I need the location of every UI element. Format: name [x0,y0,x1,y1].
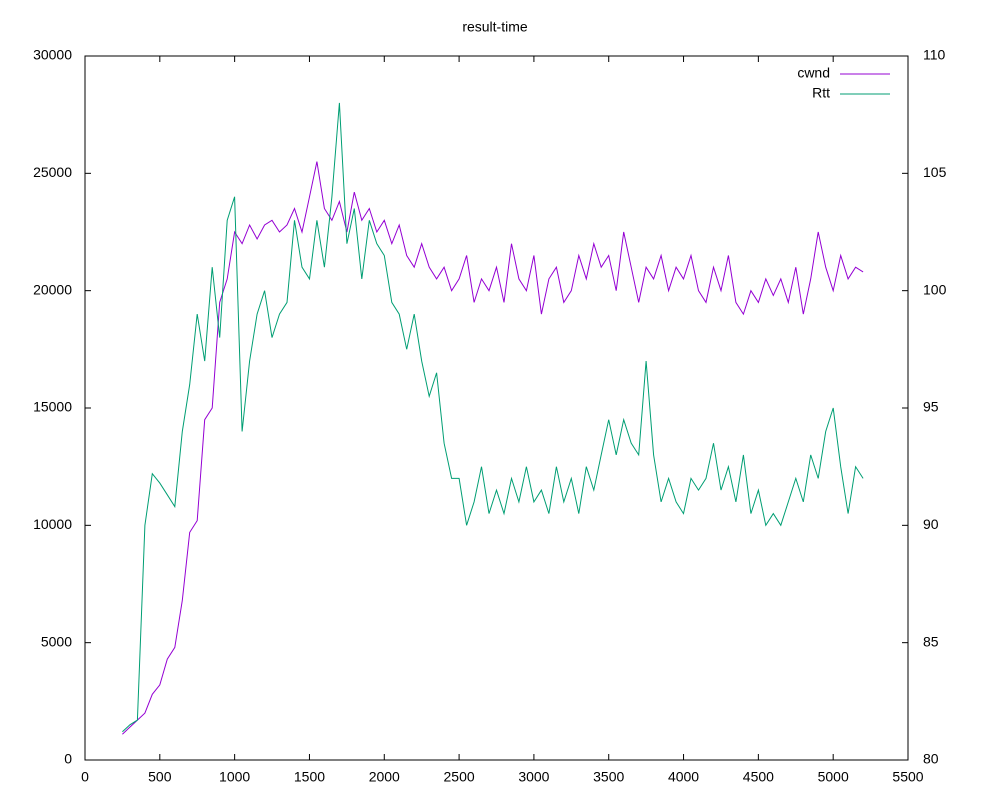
y2-tick-label: 80 [923,751,939,767]
series-line [122,161,864,735]
x-tick-label: 3000 [518,769,549,785]
series-line [122,102,864,733]
y2-tick-label: 95 [923,399,939,415]
x-tick-label: 4000 [668,769,699,785]
x-tick-label: 1000 [219,769,250,785]
y-tick-label: 15000 [33,399,72,415]
x-tick-label: 4500 [743,769,774,785]
y2-tick-label: 100 [923,281,947,297]
y-tick-label: 30000 [33,47,72,63]
x-tick-label: 2000 [369,769,400,785]
legend-label: Rtt [812,85,830,101]
x-tick-label: 1500 [294,769,325,785]
y-tick-label: 25000 [33,164,72,180]
x-tick-label: 5000 [818,769,849,785]
y-tick-label: 0 [64,751,72,767]
y2-tick-label: 110 [923,47,946,63]
chart-title: result-time [462,19,528,35]
legend-label: cwnd [797,65,830,81]
x-tick-label: 3500 [593,769,624,785]
plot-border [84,55,909,761]
x-tick-label: 5500 [892,769,923,785]
y-tick-label: 20000 [33,281,72,297]
x-tick-label: 2500 [444,769,475,785]
x-tick-label: 500 [148,769,172,785]
y2-tick-label: 85 [923,633,939,649]
y2-tick-label: 90 [923,516,939,532]
y-tick-label: 5000 [41,633,72,649]
y2-tick-label: 105 [923,164,947,180]
y-tick-label: 10000 [33,516,72,532]
x-tick-label: 0 [81,769,89,785]
